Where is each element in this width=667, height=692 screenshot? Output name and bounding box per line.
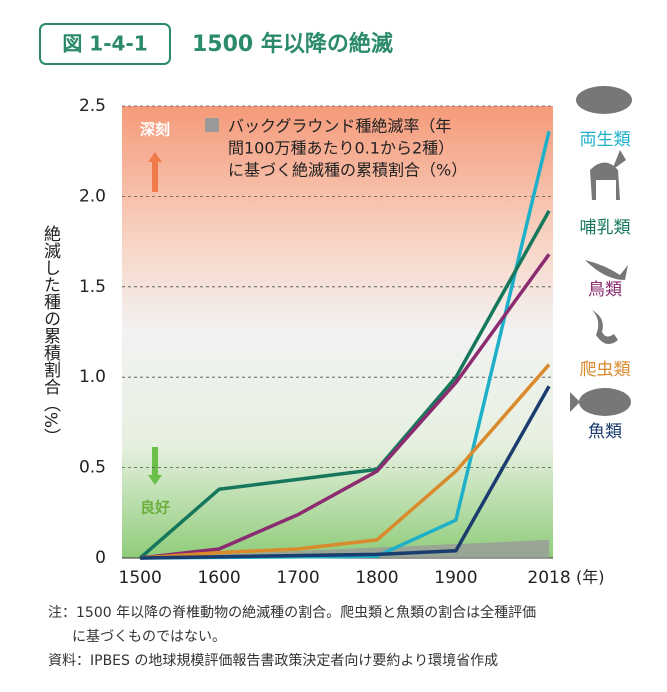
series-label: 鳥類 <box>588 280 622 300</box>
series-label: 魚類 <box>588 422 622 442</box>
note: 注：1500 年以降の脊椎動物の絶滅種の割合。爬虫類と魚類の割合は全種評価 <box>48 604 536 621</box>
series-label: 爬虫類 <box>580 360 631 380</box>
source: 資料：IPBES の地球規模評価報告書政策決定者向け要約より環境省作成 <box>48 652 498 669</box>
background-area <box>140 539 550 558</box>
x-tick-label: 2018 <box>527 568 570 588</box>
y-tick-label: 0 <box>95 548 106 568</box>
x-tick-label: 1800 <box>355 568 398 588</box>
legend-swatch <box>205 118 219 132</box>
series-label: 両生類 <box>580 130 631 150</box>
figure-box <box>39 23 171 65</box>
x-tick-label: 1500 <box>119 568 162 588</box>
series-line <box>140 363 551 560</box>
arrow-down <box>148 447 162 485</box>
y-tick-label: 2.0 <box>79 186 106 206</box>
y-axis-label: 絶滅した種の累積割合（%） <box>40 225 61 445</box>
icons <box>570 86 632 416</box>
y-tick-label: 2.5 <box>79 96 106 116</box>
legend-label: に基づく絶滅種の累積割合（%） <box>228 161 467 180</box>
series-line <box>140 385 551 560</box>
x-tick-label: 1900 <box>434 568 477 588</box>
series-line <box>139 253 551 560</box>
annotation: 深刻 <box>140 121 170 139</box>
arrow-up <box>148 152 162 192</box>
x-tick-label: 1700 <box>276 568 319 588</box>
y-tick-label: 1.5 <box>79 277 106 297</box>
y-tick-label: 0.5 <box>79 458 106 478</box>
x-axis-label: (年) <box>576 568 605 587</box>
title: 1500 年以降の絶滅 <box>192 31 393 57</box>
note: に基づくものではない。 <box>72 628 226 645</box>
legend-label: 間100万種あたり0.1から2種） <box>228 139 454 158</box>
y-tick-label: 1.0 <box>79 367 106 387</box>
annotation: 良好 <box>140 499 170 517</box>
figure-number: 図 1-4-1 <box>62 32 147 56</box>
legend-label: バックグラウンド種絶滅率（年 <box>228 117 451 136</box>
x-tick-label: 1600 <box>197 568 240 588</box>
series-label: 哺乳類 <box>580 218 631 238</box>
